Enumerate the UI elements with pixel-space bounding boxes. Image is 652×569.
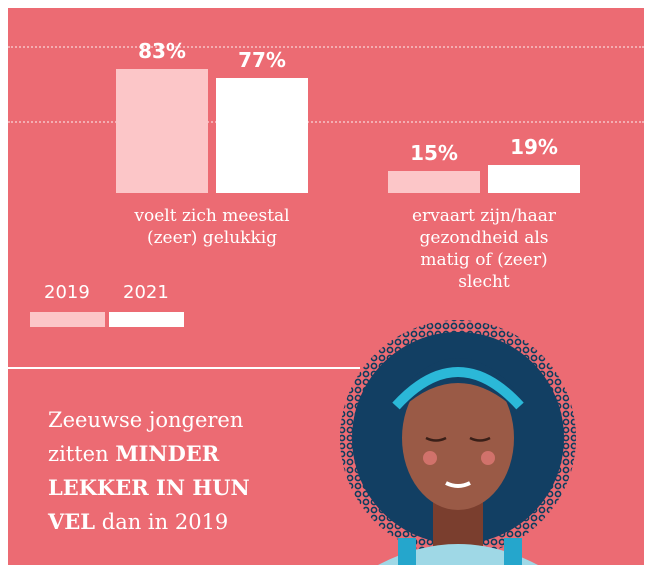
category-label: voelt zich meestal (zeer) gelukkig (134, 206, 290, 248)
legend-label: 2021 (123, 282, 169, 303)
bar (488, 164, 580, 193)
legend-swatch (30, 312, 105, 327)
bar (116, 68, 208, 193)
annotation: Zeeuwse jongeren zitten MINDER LEKKER IN… (48, 403, 298, 539)
annotation-text: Zeeuwse jongeren zitten (48, 408, 244, 466)
category-label: ervaart zijn/haar gezondheid als matig o… (411, 206, 557, 292)
dotted-line (8, 46, 644, 48)
legend-label: 2019 (44, 282, 90, 303)
divider (8, 367, 360, 369)
annotation-text: dan in 2019 (101, 510, 229, 534)
annotation-bold: MINDER LEKKER IN HUN VEL (48, 441, 250, 534)
illustration (340, 320, 576, 565)
bar (216, 77, 308, 193)
value-label: 77% (238, 47, 286, 72)
legend-swatch (109, 312, 184, 327)
value-label: 19% (510, 134, 558, 159)
panel: Zeeuwse jongeren zitten MINDER LEKKER IN… (8, 8, 644, 565)
dotted-line (8, 121, 644, 123)
bar (388, 170, 480, 193)
value-label: 15% (410, 140, 458, 165)
value-label: 83% (138, 38, 186, 63)
